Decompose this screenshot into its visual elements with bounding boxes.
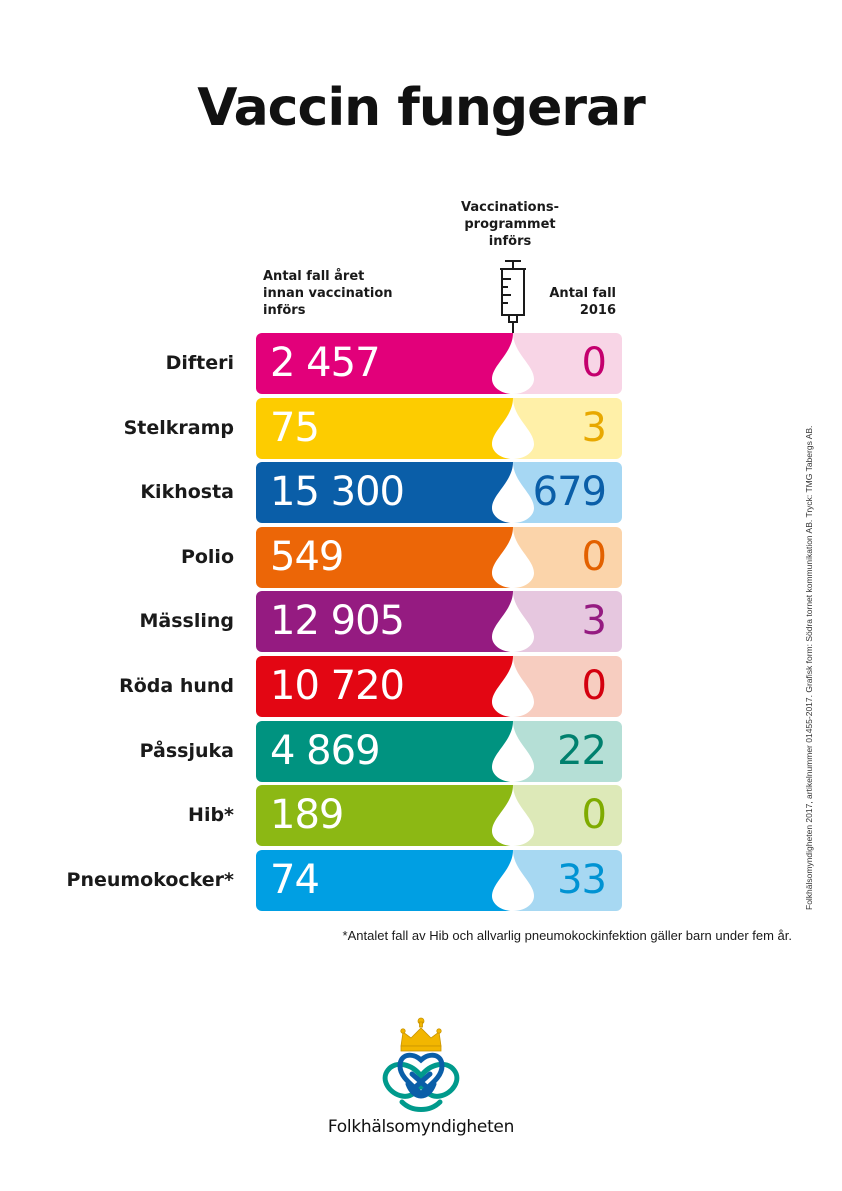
header-cases-before: Antal fall året innan vaccination införs	[263, 269, 393, 318]
drop-icon	[492, 527, 534, 588]
imprint-note: Folkhälsomyndigheten 2017, artikelnummer…	[804, 425, 814, 910]
disease-bar: 15 300 679	[256, 462, 622, 523]
disease-label: Mässling	[139, 610, 235, 632]
cases-after-value: 679	[532, 469, 607, 515]
disease-label: Stelkramp	[123, 417, 234, 439]
table-row: Kikhosta 15 300 679	[0, 462, 842, 523]
cases-before-value: 74	[270, 857, 320, 903]
drop-icon	[492, 850, 534, 911]
drop-icon	[492, 462, 534, 523]
cases-before-cell	[256, 527, 513, 588]
cases-before-cell	[256, 721, 513, 782]
cases-after-value: 0	[581, 534, 607, 580]
disease-label: Kikhosta	[140, 481, 234, 503]
table-row: Mässling 12 905 3	[0, 591, 842, 652]
cases-before-cell	[256, 591, 513, 652]
cases-before-cell	[256, 785, 513, 846]
disease-bar: 75 3	[256, 398, 622, 459]
table-row: Pneumokocker* 74 33	[0, 850, 842, 911]
cases-before-cell	[256, 398, 513, 459]
header-cases-2016: Antal fall 2016	[549, 286, 616, 318]
disease-bar: 74 33	[256, 850, 622, 911]
page-title: Vaccin fungerar	[197, 78, 646, 138]
disease-label: Hib*	[188, 804, 234, 826]
disease-label: Röda hund	[119, 675, 234, 697]
cases-before-cell	[256, 333, 513, 394]
drop-icon	[492, 591, 534, 652]
disease-label: Difteri	[165, 352, 234, 374]
cases-before-value: 4 869	[270, 728, 381, 774]
cases-after-value: 3	[581, 405, 607, 451]
table-row: Hib* 189 0	[0, 785, 842, 846]
table-row: Stelkramp 75 3	[0, 398, 842, 459]
disease-bar: 189 0	[256, 785, 622, 846]
table-row: Påssjuka 4 869 22	[0, 721, 842, 782]
drop-icon	[492, 333, 534, 394]
cases-before-value: 2 457	[270, 340, 381, 386]
drop-icon	[492, 785, 534, 846]
cases-after-value: 3	[581, 598, 607, 644]
disease-label: Påssjuka	[139, 740, 234, 762]
disease-label: Pneumokocker*	[66, 869, 234, 891]
drop-icon	[492, 721, 534, 782]
disease-bar: 10 720 0	[256, 656, 622, 717]
cases-before-cell	[256, 656, 513, 717]
table-row: Röda hund 10 720 0	[0, 656, 842, 717]
disease-bar: 2 457 0	[256, 333, 622, 394]
drop-icon	[492, 398, 534, 459]
cases-before-value: 549	[270, 534, 344, 580]
cases-before-value: 189	[270, 792, 344, 838]
disease-bar: 4 869 22	[256, 721, 622, 782]
cases-before-cell	[256, 462, 513, 523]
disease-bar: 549 0	[256, 527, 622, 588]
footnote: *Antalet fall av Hib och allvarlig pneum…	[342, 928, 792, 943]
cases-after-value: 22	[557, 728, 607, 774]
table-row: Difteri 2 457 0	[0, 333, 842, 394]
table-row: Polio 549 0	[0, 527, 842, 588]
crown-heart-knot-logo	[382, 1017, 460, 1112]
logo-wordmark: Folkhälsomyndigheten	[327, 1117, 515, 1137]
drop-icon	[492, 656, 534, 717]
cases-before-value: 75	[270, 405, 320, 451]
syringe-icon	[500, 260, 526, 334]
cases-after-value: 33	[557, 857, 607, 903]
disease-bar: 12 905 3	[256, 591, 622, 652]
cases-before-value: 12 905	[270, 598, 405, 644]
cases-after-value: 0	[581, 340, 607, 386]
cases-before-cell	[256, 850, 513, 911]
cases-before-value: 15 300	[270, 469, 405, 515]
disease-label: Polio	[180, 546, 234, 568]
cases-after-value: 0	[581, 792, 607, 838]
cases-after-value: 0	[581, 663, 607, 709]
header-program-introduced: Vaccinations- programmet införs	[460, 200, 559, 249]
cases-before-value: 10 720	[270, 663, 405, 709]
